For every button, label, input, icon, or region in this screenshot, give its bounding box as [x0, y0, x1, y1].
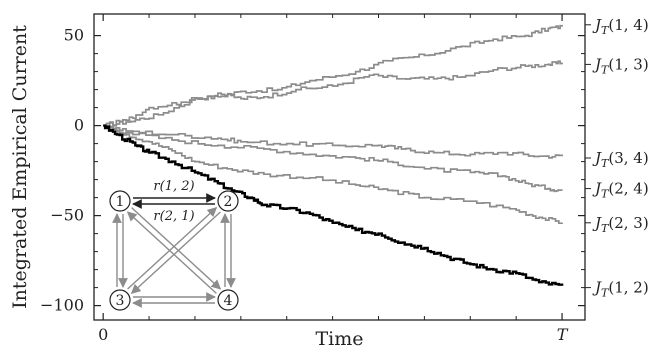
graph-node-3: [109, 289, 131, 311]
edge-4-to-1: [126, 211, 217, 294]
series-line-j-t-1-2-: [103, 124, 564, 286]
rate-label-forward: r(1, 2): [153, 179, 194, 194]
graph-node-1: [109, 190, 131, 212]
series-end-labels: JT(1, 4) JT(1, 3) JT(3, 4) JT(2, 4) JT(2, 3)…: [585, 16, 649, 300]
series-end-label: JT(1, 4): [592, 16, 649, 37]
graph-node-2: [217, 190, 239, 212]
x-tick-label: 0: [98, 325, 108, 344]
series-end-label: JT(3, 4): [592, 149, 649, 170]
series-line-j-t-2-4-: [103, 124, 563, 193]
graph-node-label: 2: [224, 194, 233, 210]
series-line-j-t-1-4-: [103, 24, 563, 127]
y-tick-label: −50: [50, 206, 84, 225]
series-line-j-t-3-4-: [103, 124, 563, 159]
series-line-j-t-2-3-: [103, 124, 563, 225]
x-tick-label: T: [557, 325, 569, 344]
graph-node-label: 1: [116, 194, 125, 210]
x-axis-label: Time: [315, 328, 363, 350]
rate-label-backward: r(2, 1): [153, 209, 194, 224]
series-line-j-t-1-3-: [103, 60, 563, 128]
edge-3-to-2: [127, 206, 218, 290]
series-end-label: JT(2, 3): [592, 214, 649, 235]
series-end-label: JT(2, 4): [592, 180, 649, 201]
plot-frame: [93, 13, 586, 321]
edge-2-to-3: [130, 211, 221, 295]
y-tick-label: 0: [74, 116, 84, 135]
y-tick-label: −100: [40, 296, 84, 315]
graph-node-label: 3: [116, 293, 125, 309]
graph-inset: 1 2 3 4 r(1, 2) r(2, 1): [109, 179, 239, 311]
graph-node-4: [217, 289, 239, 311]
y-axis-label: Integrated Empirical Current: [9, 25, 31, 309]
y-tick-label: 50: [64, 26, 84, 45]
graph-node-label: 4: [224, 293, 233, 309]
axis-ticks: 50 0 −50 −100 0 T: [40, 14, 585, 344]
series-layer: [103, 24, 564, 286]
series-end-label: JT(1, 2): [592, 279, 649, 300]
edge-1-to-4: [131, 207, 222, 290]
series-end-label: JT(1, 3): [592, 55, 649, 76]
